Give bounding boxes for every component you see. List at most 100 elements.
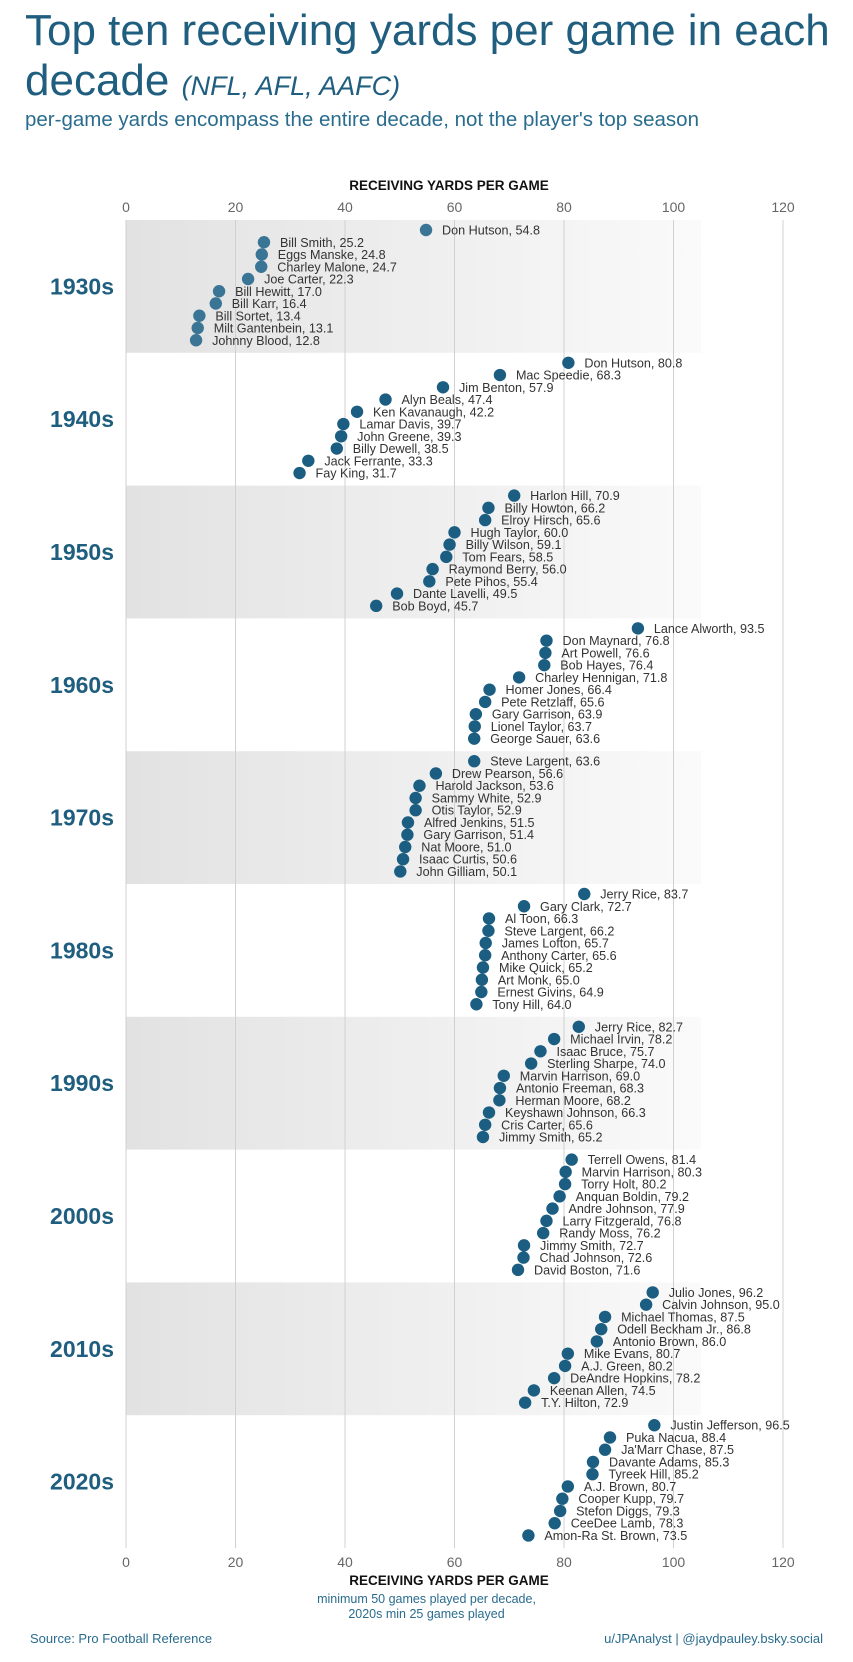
point-label: Jim Benton, 57.9 bbox=[459, 381, 554, 395]
point-label: Stefon Diggs, 79.3 bbox=[576, 1504, 680, 1518]
x-tick-label-top: 120 bbox=[771, 199, 795, 215]
point-label: Elroy Hirsch, 65.6 bbox=[501, 514, 600, 528]
data-point: Marvin Harrison, 80.3 bbox=[559, 1165, 702, 1179]
data-point: Sammy White, 52.9 bbox=[409, 791, 542, 805]
point-label: Harlon Hill, 70.9 bbox=[530, 489, 620, 503]
data-point: Ja'Marr Chase, 87.5 bbox=[598, 1443, 734, 1457]
data-point: Bill Smith, 25.2 bbox=[257, 236, 364, 250]
decade-label: 1940s bbox=[50, 406, 114, 432]
point-label: Cris Carter, 65.6 bbox=[501, 1118, 593, 1132]
point-label: Art Powell, 76.6 bbox=[561, 646, 649, 660]
point-marker bbox=[482, 912, 496, 925]
data-point: Antonio Freeman, 68.3 bbox=[493, 1082, 644, 1096]
point-marker bbox=[379, 393, 392, 406]
point-label: Mike Evans, 80.7 bbox=[584, 1347, 681, 1361]
point-label: Justin Jefferson, 96.5 bbox=[670, 1419, 789, 1433]
data-point: Johnny Blood, 12.8 bbox=[189, 334, 320, 348]
data-point: Dante Lavelli, 49.5 bbox=[390, 587, 517, 601]
point-label: Charley Hennigan, 71.8 bbox=[535, 671, 667, 685]
point-marker bbox=[476, 1130, 490, 1144]
footnote-line-1: minimum 50 games played per decade, bbox=[317, 1592, 536, 1606]
point-label: Alfred Jenkins, 51.5 bbox=[424, 816, 535, 830]
data-point: Milt Gantenbein, 13.1 bbox=[191, 322, 333, 336]
point-label: A.J. Brown, 80.7 bbox=[584, 1480, 676, 1494]
data-point: Randy Moss, 76.2 bbox=[536, 1227, 661, 1241]
point-marker bbox=[448, 526, 461, 539]
data-point: Jimmy Smith, 72.7 bbox=[517, 1239, 644, 1253]
point-label: Puka Nacua, 88.4 bbox=[626, 1431, 726, 1445]
data-point: Calvin Johnson, 95.0 bbox=[639, 1298, 780, 1312]
point-marker bbox=[482, 1106, 496, 1119]
point-label: Anquan Boldin, 79.2 bbox=[576, 1190, 689, 1204]
point-label: Johnny Blood, 12.8 bbox=[212, 334, 320, 348]
data-point: Larry Fitzgerald, 76.8 bbox=[540, 1214, 681, 1228]
data-point: Steve Largent, 66.2 bbox=[482, 924, 614, 938]
decade-label: 1930s bbox=[50, 273, 114, 299]
point-label: John Greene, 39.3 bbox=[357, 430, 461, 444]
point-marker bbox=[598, 1443, 612, 1456]
point-label: John Gilliam, 50.1 bbox=[416, 865, 517, 879]
point-label: Billy Wilson, 59.1 bbox=[466, 538, 562, 552]
point-label: Billy Dewell, 38.5 bbox=[353, 442, 449, 456]
data-point: Lionel Taylor, 63.7 bbox=[468, 720, 592, 734]
point-marker bbox=[648, 1419, 661, 1432]
point-marker bbox=[370, 599, 383, 613]
point-label: Bill Smith, 25.2 bbox=[280, 236, 364, 250]
point-marker bbox=[562, 356, 575, 369]
gridlines bbox=[125, 220, 784, 1548]
point-marker bbox=[302, 454, 315, 467]
data-point: Gary Garrison, 63.9 bbox=[469, 708, 603, 722]
point-marker bbox=[419, 223, 433, 237]
data-point: Pete Pihos, 55.4 bbox=[423, 575, 538, 589]
point-label: Lamar Davis, 39.7 bbox=[359, 418, 461, 432]
point-marker bbox=[423, 575, 436, 588]
point-marker bbox=[578, 887, 591, 901]
point-label: Julio Jones, 96.2 bbox=[669, 1286, 764, 1300]
point-marker bbox=[478, 513, 492, 527]
x-tick-label-bottom: 100 bbox=[662, 1554, 686, 1570]
point-label: Randy Moss, 76.2 bbox=[559, 1227, 661, 1241]
data-point: Odell Beckham Jr., 86.8 bbox=[595, 1323, 751, 1337]
point-marker bbox=[527, 1384, 541, 1397]
point-marker bbox=[512, 671, 526, 684]
point-label: Don Hutson, 80.8 bbox=[584, 356, 682, 370]
data-point: Jerry Rice, 83.7 bbox=[578, 888, 688, 902]
data-point: James Lofton, 65.7 bbox=[479, 937, 609, 951]
data-point: Cooper Kupp, 79.7 bbox=[556, 1492, 684, 1506]
x-tick-label-bottom: 120 bbox=[771, 1554, 795, 1570]
data-point: Bill Hewitt, 17.0 bbox=[212, 285, 322, 299]
point-label: Lionel Taylor, 63.7 bbox=[491, 720, 592, 734]
point-label: A.J. Green, 80.2 bbox=[581, 1359, 673, 1373]
point-label: Marvin Harrison, 80.3 bbox=[582, 1165, 702, 1179]
point-label: Tyreek Hill, 85.2 bbox=[608, 1468, 698, 1482]
point-marker bbox=[540, 634, 553, 647]
point-marker bbox=[546, 1202, 559, 1215]
point-label: Harold Jackson, 53.6 bbox=[435, 779, 553, 793]
point-marker bbox=[539, 646, 552, 660]
data-point: Bob Hayes, 76.4 bbox=[538, 659, 653, 673]
point-marker bbox=[209, 297, 222, 310]
point-marker bbox=[493, 368, 507, 382]
point-marker bbox=[538, 658, 551, 672]
point-marker bbox=[598, 1310, 612, 1324]
title-main: Top ten receiving yards per game in each… bbox=[25, 6, 830, 105]
point-label: Antonio Freeman, 68.3 bbox=[516, 1082, 644, 1096]
point-label: Bill Sortet, 13.4 bbox=[215, 309, 300, 323]
data-point: Eggs Manske, 24.8 bbox=[255, 248, 386, 262]
decade-band bbox=[126, 751, 701, 884]
decade-label: 2000s bbox=[50, 1203, 114, 1229]
point-label: Gary Garrison, 63.9 bbox=[492, 708, 603, 722]
decade-label: 1960s bbox=[50, 672, 114, 698]
x-axis-title-top: RECEIVING YARDS PER GAME bbox=[349, 178, 549, 193]
data-point: Marvin Harrison, 69.0 bbox=[497, 1069, 640, 1083]
data-point: Art Monk, 65.0 bbox=[475, 973, 580, 987]
data-point: Steve Largent, 63.6 bbox=[468, 755, 600, 769]
point-label: Mike Quick, 65.2 bbox=[499, 961, 593, 975]
decade-label: 1970s bbox=[50, 805, 114, 831]
point-marker bbox=[553, 1190, 566, 1203]
data-point: Julio Jones, 96.2 bbox=[646, 1286, 763, 1300]
data-point: Cris Carter, 65.6 bbox=[478, 1118, 593, 1132]
point-label: Cooper Kupp, 79.7 bbox=[578, 1492, 684, 1506]
